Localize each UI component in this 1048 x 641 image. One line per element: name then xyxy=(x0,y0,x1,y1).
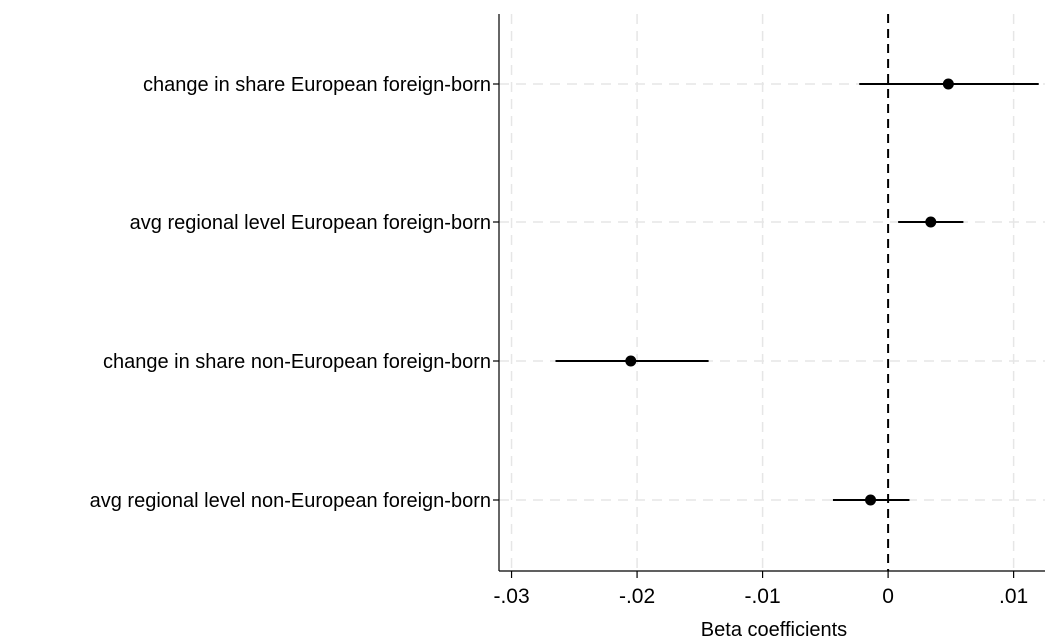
coefficient-point xyxy=(625,355,637,367)
x-tick-label: -.01 xyxy=(744,585,780,608)
y-category-label: avg regional level European foreign-born xyxy=(130,212,491,234)
coefficient-points xyxy=(625,78,954,506)
y-category-label: change in share non-European foreign-bor… xyxy=(103,351,491,373)
confidence-intervals xyxy=(555,83,1039,501)
x-tick-label: -.03 xyxy=(493,585,529,608)
x-axis-title: Beta coefficients xyxy=(701,619,847,641)
x-tick-label: .01 xyxy=(999,585,1028,608)
axes xyxy=(498,14,1045,572)
grid-lines xyxy=(499,14,1045,571)
y-category-label: change in share European foreign-born xyxy=(143,74,491,96)
x-tick-label: -.02 xyxy=(619,585,655,608)
x-axis-ticks: -.03 -.02 -.01 0 .01 xyxy=(493,571,1028,608)
y-category-label: avg regional level non-European foreign-… xyxy=(90,490,491,512)
y-axis-category-labels: change in share European foreign-born avg… xyxy=(90,74,499,512)
coefficient-point xyxy=(942,78,954,90)
x-tick-label: 0 xyxy=(882,585,894,608)
coefficient-point xyxy=(925,216,937,228)
coefficient-point xyxy=(865,494,877,506)
